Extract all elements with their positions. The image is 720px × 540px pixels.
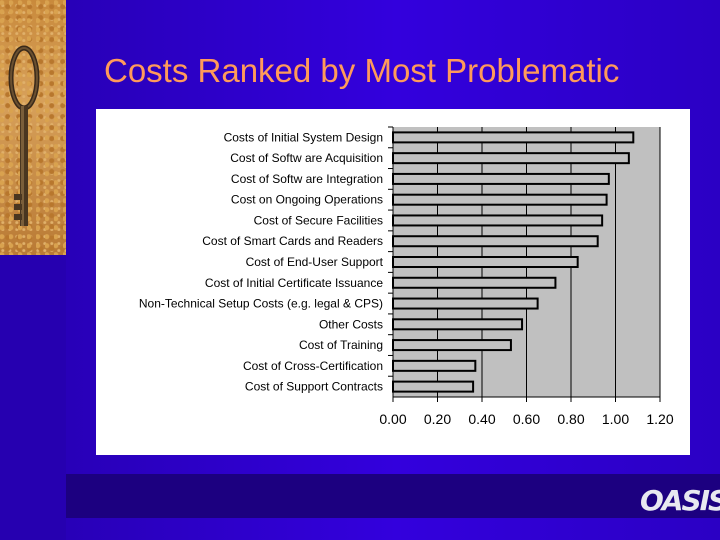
bar	[392, 339, 512, 352]
bar	[392, 152, 630, 165]
bar	[392, 131, 635, 144]
x-tick-label: 0.20	[424, 411, 451, 427]
bar	[392, 235, 599, 248]
chart-frame: 0.00 0.20 0.40 0.60 0.80 1.00 1.20 Costs of Ini…	[96, 109, 690, 455]
bar	[392, 172, 610, 185]
bar	[392, 256, 579, 268]
category-label: Cost of Initial Certificate Issuance	[205, 276, 383, 290]
bar	[392, 214, 604, 227]
x-tick-label: 0.40	[468, 411, 495, 427]
category-label: Cost of Cross-Certification	[243, 359, 383, 373]
category-label: Non-Technical Setup Costs (e.g. legal & …	[139, 297, 383, 311]
category-label: Other Costs	[319, 317, 383, 331]
x-tick-label: 1.00	[602, 411, 629, 427]
category-label: Cost of Smart Cards and Readers	[202, 234, 383, 248]
category-label: Cost of Support Contracts	[245, 380, 383, 394]
category-label: Cost of Softw are Integration	[231, 172, 383, 186]
bar	[392, 193, 608, 206]
x-tick-label: 1.20	[646, 411, 673, 427]
decorative-texture-strip	[0, 0, 66, 255]
category-label: Cost of Training	[299, 338, 383, 352]
x-tick-label: 0.80	[557, 411, 584, 427]
bar	[392, 276, 557, 289]
category-label: Cost of Secure Facilities	[254, 213, 383, 227]
key-icon	[8, 45, 40, 226]
bar	[392, 359, 477, 372]
left-strip-lower	[0, 255, 66, 540]
x-tick-label: 0.00	[379, 411, 406, 427]
bottom-band	[66, 474, 720, 518]
category-label: Cost on Ongoing Operations	[231, 193, 383, 207]
x-tick-label: 0.60	[513, 411, 540, 427]
bar	[392, 318, 524, 331]
category-label: Cost of End-User Support	[246, 255, 384, 269]
oasis-logo: OASIS	[640, 484, 720, 517]
category-label: Cost of Softw are Acquisition	[230, 151, 383, 165]
bar	[392, 297, 539, 310]
category-label: Costs of Initial System Design	[224, 130, 383, 144]
slide-title: Costs Ranked by Most Problematic	[104, 52, 620, 89]
bar	[392, 380, 475, 393]
bar-chart: 0.00 0.20 0.40 0.60 0.80 1.00 1.20 Costs of Ini…	[139, 126, 674, 427]
